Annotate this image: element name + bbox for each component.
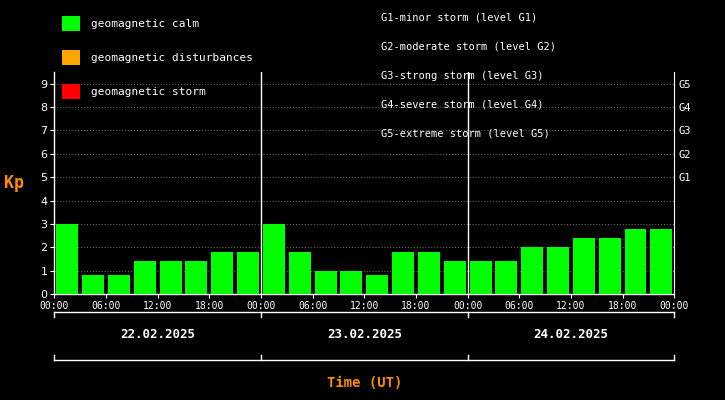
Text: Kp: Kp xyxy=(4,174,25,192)
Bar xyxy=(444,261,465,294)
Text: Time (UT): Time (UT) xyxy=(327,376,402,390)
Text: geomagnetic calm: geomagnetic calm xyxy=(91,19,199,29)
Bar xyxy=(82,275,104,294)
Bar xyxy=(289,252,311,294)
Text: G1-minor storm (level G1): G1-minor storm (level G1) xyxy=(381,13,537,23)
Bar xyxy=(341,271,362,294)
Bar xyxy=(392,252,414,294)
Bar xyxy=(366,275,388,294)
Bar xyxy=(263,224,285,294)
Text: G3-strong storm (level G3): G3-strong storm (level G3) xyxy=(381,70,543,81)
Text: geomagnetic storm: geomagnetic storm xyxy=(91,87,205,97)
Bar xyxy=(57,224,78,294)
Bar xyxy=(547,247,569,294)
Bar xyxy=(211,252,233,294)
Text: 22.02.2025: 22.02.2025 xyxy=(120,328,195,340)
Bar xyxy=(573,238,594,294)
Text: 24.02.2025: 24.02.2025 xyxy=(534,328,608,340)
Bar xyxy=(186,261,207,294)
Text: G4-severe storm (level G4): G4-severe storm (level G4) xyxy=(381,99,543,109)
Text: geomagnetic disturbances: geomagnetic disturbances xyxy=(91,53,252,63)
Text: G5-extreme storm (level G5): G5-extreme storm (level G5) xyxy=(381,128,550,138)
Bar xyxy=(470,261,492,294)
Bar xyxy=(315,271,336,294)
Bar xyxy=(237,252,259,294)
Bar xyxy=(521,247,543,294)
Bar xyxy=(134,261,156,294)
Bar xyxy=(650,228,672,294)
Bar xyxy=(108,275,130,294)
Text: G2-moderate storm (level G2): G2-moderate storm (level G2) xyxy=(381,42,555,52)
Bar xyxy=(599,238,621,294)
Bar xyxy=(495,261,518,294)
Bar xyxy=(624,228,647,294)
Bar xyxy=(418,252,440,294)
Text: 23.02.2025: 23.02.2025 xyxy=(327,328,402,340)
Bar xyxy=(160,261,181,294)
